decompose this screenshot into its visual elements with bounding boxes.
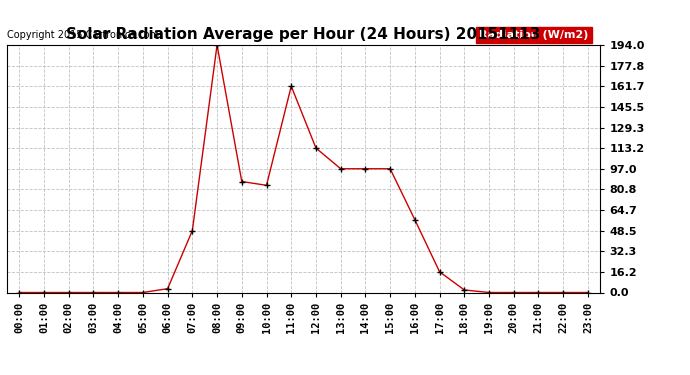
Title: Solar Radiation Average per Hour (24 Hours) 20151113: Solar Radiation Average per Hour (24 Hou… — [66, 27, 541, 42]
Text: Copyright 2015 Cartronics.com: Copyright 2015 Cartronics.com — [7, 30, 159, 40]
Text: Radiation (W/m2): Radiation (W/m2) — [479, 30, 589, 40]
